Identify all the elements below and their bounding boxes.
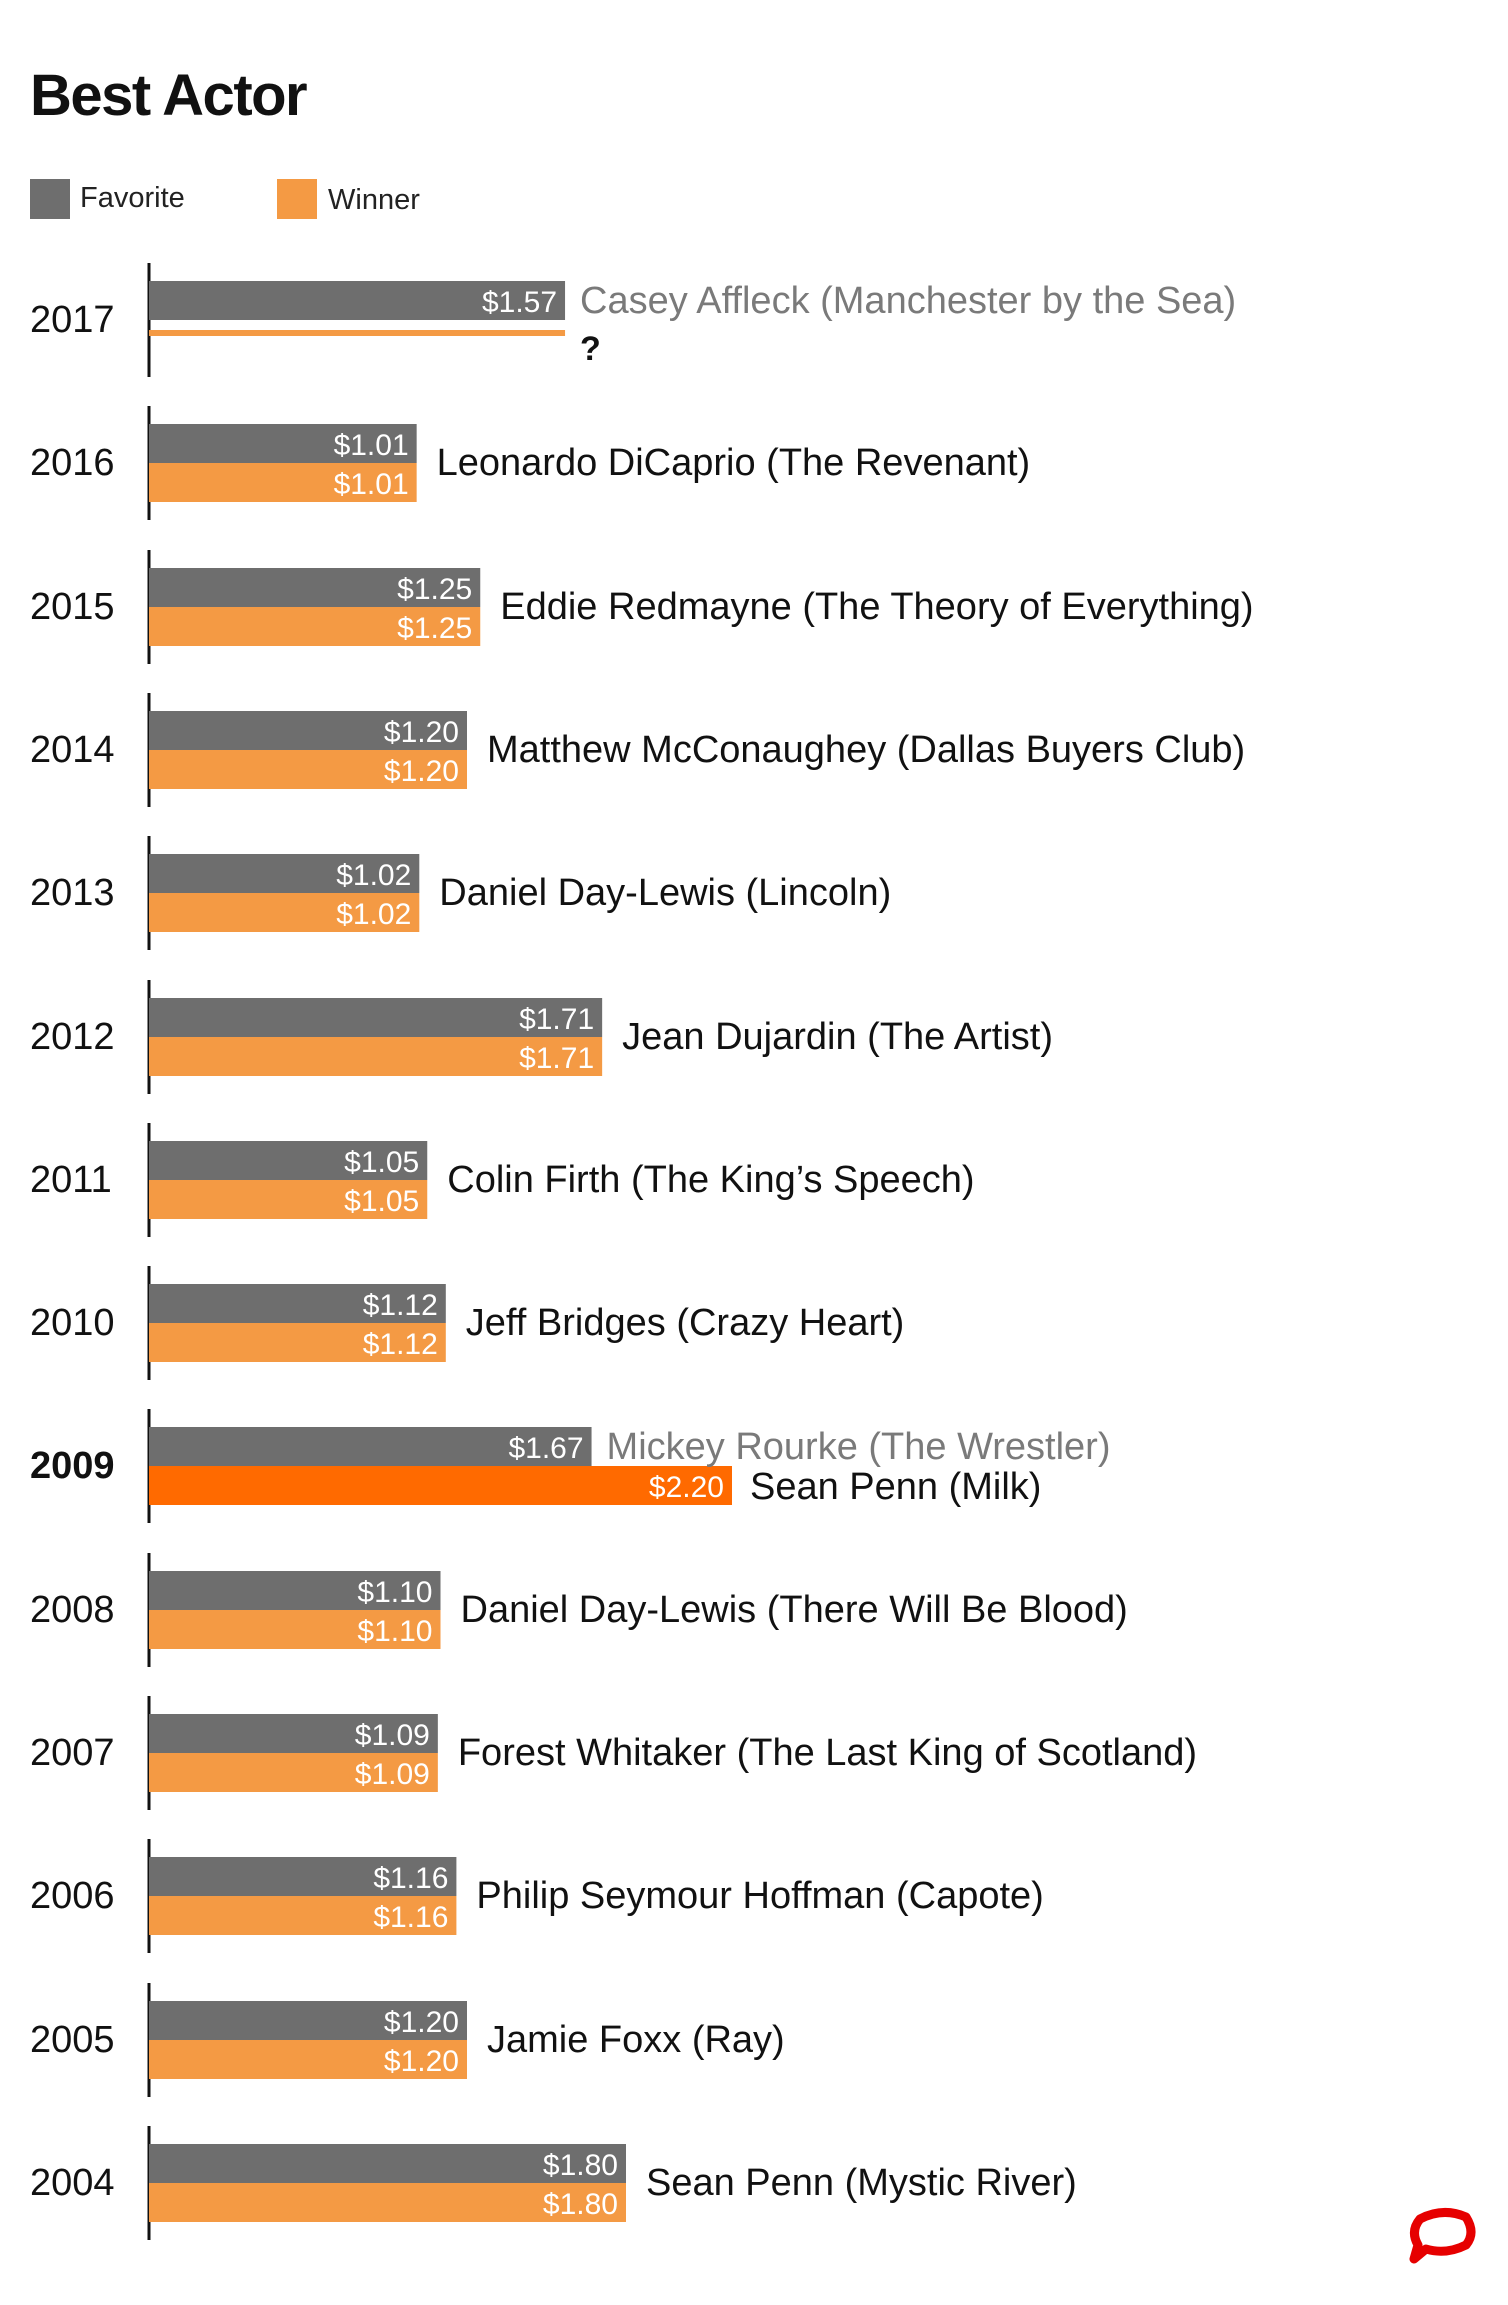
winner-value-label: $1.02 (336, 898, 411, 931)
winner-value-label: $1.71 (519, 1042, 594, 1075)
favorite-value-label: $1.10 (357, 1576, 432, 1609)
year-label: 2016 (30, 442, 115, 484)
winner-bar (149, 1466, 732, 1505)
winner-bar (149, 2040, 467, 2079)
winner-bar (149, 1896, 457, 1935)
speech-bubble-logo-icon (1409, 2208, 1476, 2264)
year-label: 2011 (30, 1159, 112, 1201)
favorite-bar (149, 424, 417, 463)
favorite-value-label: $1.20 (384, 2006, 459, 2039)
winner-name-label: Eddie Redmayne (The Theory of Everything… (500, 586, 1253, 628)
favorite-value-label: $1.12 (363, 1289, 438, 1322)
favorite-value-label: $1.02 (336, 859, 411, 892)
favorite-value-label: $1.71 (519, 1003, 594, 1036)
winner-name-label: Matthew McConaughey (Dallas Buyers Club) (487, 729, 1245, 771)
winner-bar (149, 2183, 626, 2222)
winner-value-label: $1.20 (384, 2045, 459, 2078)
winner-value-label: $1.05 (344, 1185, 419, 1218)
winner-name-label: Sean Penn (Mystic River) (646, 2162, 1077, 2204)
year-label: 2015 (30, 586, 115, 628)
winner-bar (149, 893, 420, 932)
favorite-value-label: $1.09 (355, 1719, 430, 1752)
favorite-bar (149, 998, 603, 1037)
favorite-value-label: $1.01 (334, 429, 409, 462)
winner-bar (149, 1180, 428, 1219)
winner-name-label: Jeff Bridges (Crazy Heart) (466, 1302, 905, 1344)
winner-bar (149, 750, 467, 789)
year-label: 2013 (30, 872, 115, 914)
legend-label-favorite: Favorite (80, 182, 185, 214)
winner-name-label: Sean Penn (Milk) (750, 1466, 1041, 1508)
favorite-value-label: $1.25 (397, 573, 472, 606)
favorite-bar (149, 2144, 626, 2183)
winner-bar (149, 1610, 441, 1649)
winner-value-label: $2.20 (649, 1471, 724, 1504)
chart-title: Best Actor (30, 63, 308, 128)
winner-bar (149, 1323, 446, 1362)
year-label: 2010 (30, 1302, 115, 1344)
winner-name-label: Jamie Foxx (Ray) (487, 2019, 785, 2061)
year-label: 2008 (30, 1589, 115, 1631)
favorite-bar (149, 1284, 446, 1323)
favorite-bar (149, 1857, 457, 1896)
favorite-value-label: $1.80 (543, 2149, 618, 2182)
favorite-bar (149, 1714, 438, 1753)
year-label: 2007 (30, 1732, 115, 1774)
winner-name-label: Forest Whitaker (The Last King of Scotla… (458, 1732, 1197, 1774)
winner-value-label: $1.10 (357, 1615, 432, 1648)
winner-value-label: $1.80 (543, 2188, 618, 2221)
legend-swatch-winner (277, 179, 317, 219)
winner-bar (149, 1753, 438, 1792)
favorite-name-label: Casey Affleck (Manchester by the Sea) (580, 280, 1236, 322)
winner-value-label: $1.01 (334, 468, 409, 501)
year-label: 2004 (30, 2162, 115, 2204)
winner-name-label: Jean Dujardin (The Artist) (622, 1016, 1053, 1058)
favorite-bar (149, 711, 467, 750)
winner-value-label: $1.20 (384, 755, 459, 788)
year-label: 2012 (30, 1016, 115, 1058)
winner-bar (149, 607, 481, 646)
year-label: 2005 (30, 2019, 115, 2061)
favorite-bar (149, 2001, 467, 2040)
winner-value-label: $1.25 (397, 612, 472, 645)
winner-value-label: $1.16 (373, 1901, 448, 1934)
favorite-value-label: $1.67 (508, 1432, 583, 1465)
favorite-value-label: $1.57 (482, 286, 557, 319)
winner-bar (149, 1037, 603, 1076)
winner-name-label: Colin Firth (The King’s Speech) (447, 1159, 974, 1201)
year-label: 2009 (30, 1445, 115, 1487)
favorite-value-label: $1.20 (384, 716, 459, 749)
favorite-bar (149, 1571, 441, 1610)
winner-placeholder-bar (149, 330, 566, 336)
favorite-bar (149, 854, 420, 893)
favorite-bar (149, 568, 481, 607)
favorite-bar (149, 1427, 592, 1466)
winner-bar (149, 463, 417, 502)
winner-name-label: Philip Seymour Hoffman (Capote) (476, 1875, 1043, 1917)
favorite-bar (149, 281, 566, 320)
winner-value-label: $1.09 (355, 1758, 430, 1791)
year-label: 2014 (30, 729, 115, 771)
winner-name-label: ? (580, 330, 601, 368)
favorite-bar (149, 1141, 428, 1180)
legend-label-winner: Winner (328, 184, 420, 216)
winner-name-label: Leonardo DiCaprio (The Revenant) (437, 442, 1031, 484)
winner-name-label: Daniel Day-Lewis (There Will Be Blood) (461, 1589, 1128, 1631)
favorite-name-label: Mickey Rourke (The Wrestler) (607, 1426, 1111, 1468)
favorite-value-label: $1.16 (373, 1862, 448, 1895)
year-label: 2006 (30, 1875, 115, 1917)
winner-value-label: $1.12 (363, 1328, 438, 1361)
year-label: 2017 (30, 299, 115, 341)
legend-swatch-favorite (30, 179, 70, 219)
favorite-value-label: $1.05 (344, 1146, 419, 1179)
winner-name-label: Daniel Day-Lewis (Lincoln) (439, 872, 891, 914)
